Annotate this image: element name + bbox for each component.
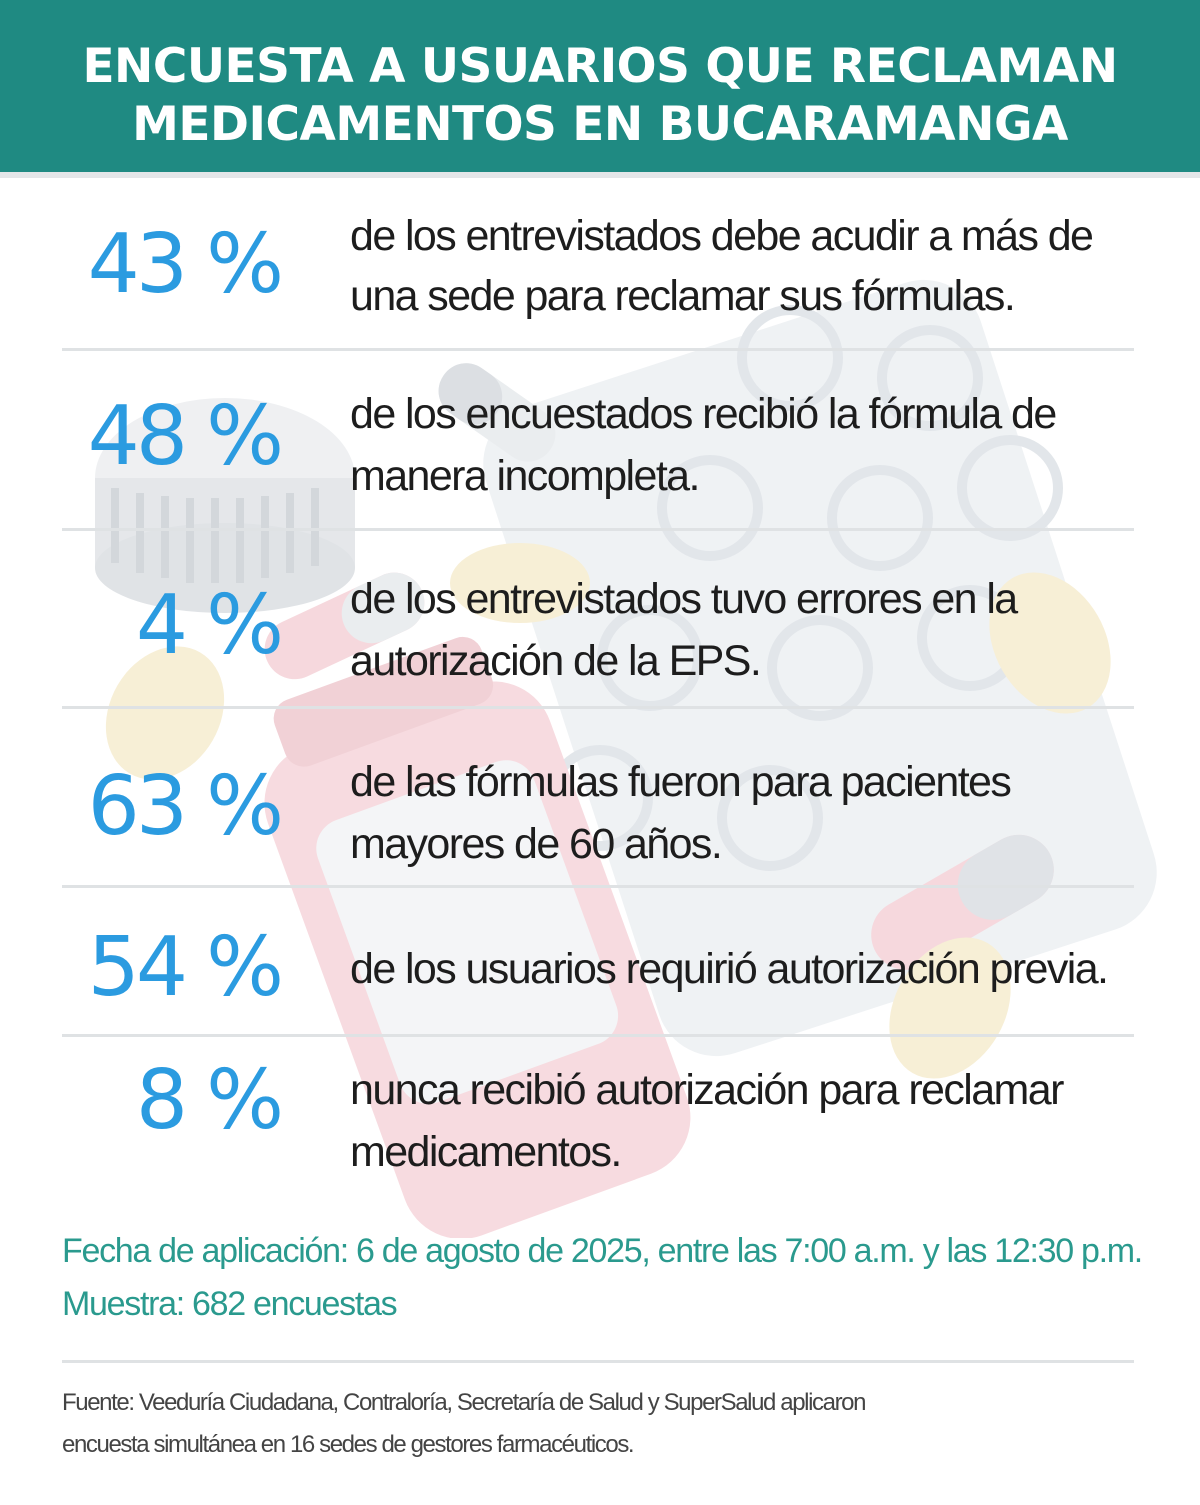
header-shadow [0,172,1200,178]
stat-percent: 4 % [135,578,284,673]
stat-description-line-1: de los entrevistados tuvo errores en la [350,575,1018,623]
header-banner: ENCUESTA A USUARIOS QUE RECLAMAN MEDICAM… [0,0,1200,172]
stat-description-line-1: de los encuestados recibió la fórmula de [350,390,1057,438]
stat-description-line-2: manera incompleta. [350,452,700,500]
source-line-2: encuesta simultánea en 16 sedes de gesto… [62,1431,635,1458]
stat-percent: 63 % [87,759,284,854]
stat-description-line-2: autorización de la EPS. [350,637,762,685]
survey-sample: Muestra: 682 encuestas [62,1285,398,1323]
survey-date: Fecha de aplicación: 6 de agosto de 2025… [62,1232,1143,1270]
stat-percent: 8 % [135,1053,284,1148]
divider [62,1034,1134,1037]
source-line-1: Fuente: Veeduría Ciudadana, Contraloría,… [62,1389,866,1416]
divider [62,706,1134,709]
title-line-2: MEDICAMENTOS EN BUCARAMANGA [132,97,1068,152]
divider [62,528,1134,531]
stat-description-line-1: de las fórmulas fueron para pacientes [350,758,1012,806]
stat-description-line-1: de los entrevistados debe acudir a más d… [350,212,1094,260]
stat-description-line-2: una sede para reclamar sus fórmulas. [350,272,1016,320]
stat-percent: 48 % [87,389,284,484]
stat-description-line-2: medicamentos. [350,1128,622,1176]
divider [62,885,1134,888]
stat-description-line-1: nunca recibió autorización para reclamar [350,1066,1064,1114]
title-line-1: ENCUESTA A USUARIOS QUE RECLAMAN [82,39,1118,94]
divider [62,348,1134,351]
stat-percent: 43 % [87,217,284,312]
stat-percent: 54 % [87,920,284,1015]
divider [62,1360,1134,1363]
stat-description-line-1: de los usuarios requirió autorización pr… [350,945,1109,993]
stat-description-line-2: mayores de 60 años. [350,820,723,868]
